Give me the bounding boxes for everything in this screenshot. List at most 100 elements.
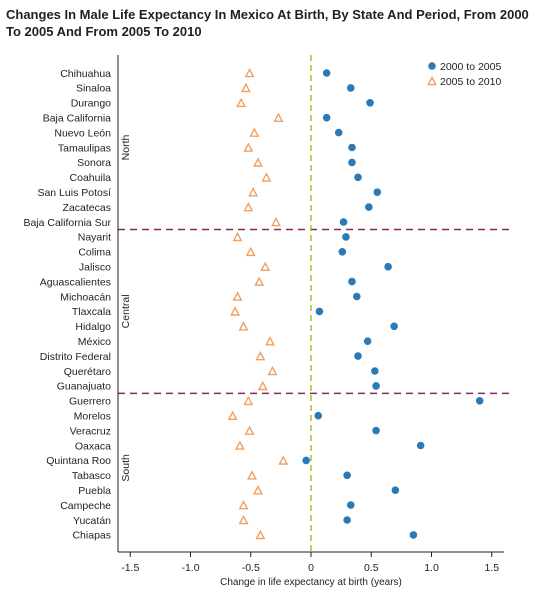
state-label: Yucatán	[73, 515, 111, 527]
legend-label-2005-2010: 2005 to 2010	[440, 76, 501, 88]
point-2000-2005	[366, 99, 374, 107]
point-2000-2005	[315, 307, 324, 316]
region-dividers	[118, 228, 512, 395]
point-2005-2010	[232, 291, 243, 301]
state-label: Michoacán	[60, 291, 111, 303]
point-2000-2005	[372, 426, 380, 435]
state-label: México	[78, 336, 111, 348]
point-2000-2005	[348, 143, 356, 152]
point-2005-2010	[234, 440, 245, 450]
state-label: Baja California	[43, 113, 111, 125]
point-2005-2010	[249, 127, 260, 137]
x-tick-label: -1.5	[121, 562, 139, 574]
state-label: Baja California Sur	[23, 217, 111, 229]
point-2005-2010	[232, 231, 243, 242]
state-label: Tlaxcala	[72, 306, 111, 318]
point-2000-2005	[352, 292, 361, 301]
state-label: Chihuahua	[60, 68, 111, 80]
point-2000-2005	[390, 322, 398, 331]
point-2000-2005	[416, 441, 425, 450]
point-2005-2010	[273, 112, 284, 123]
point-2005-2010	[254, 276, 265, 286]
state-label: Morelos	[74, 411, 111, 423]
point-2000-2005	[363, 337, 372, 346]
point-2005-2010	[238, 321, 249, 331]
point-2005-2010	[244, 425, 255, 435]
point-2000-2005	[409, 531, 418, 539]
state-label: Guerrero	[69, 396, 111, 408]
x-axis-label: Change in life expectancy at birth (year…	[220, 577, 402, 588]
point-2000-2005	[334, 128, 343, 137]
state-label: Campeche	[60, 500, 111, 512]
point-2000-2005	[322, 69, 331, 77]
point-2005-2010	[271, 216, 282, 227]
point-2005-2010	[244, 67, 255, 78]
point-2005-2010	[248, 187, 259, 197]
point-2000-2005	[348, 158, 356, 167]
point-2000-2005	[354, 352, 362, 360]
point-2005-2010	[243, 395, 254, 406]
state-label: Zacatecas	[63, 202, 111, 214]
point-2005-2010	[245, 246, 256, 257]
chart-title: Changes In Male Life Expectancy In Mexic…	[6, 7, 529, 39]
state-label: Veracruz	[70, 425, 111, 437]
point-2005-2010	[267, 365, 278, 376]
point-2005-2010	[243, 202, 254, 212]
point-2005-2010	[261, 172, 272, 182]
state-label: Puebla	[78, 485, 111, 497]
point-2005-2010	[238, 500, 249, 510]
state-label: Hidalgo	[75, 321, 111, 333]
point-2005-2010	[238, 514, 249, 525]
point-2000-2005	[339, 218, 348, 226]
point-2005-2010	[240, 82, 251, 93]
point-2000-2005	[348, 277, 356, 286]
point-2005-2010	[260, 261, 271, 271]
state-label: Jalisco	[79, 262, 111, 274]
state-label: San Luis Potosí	[37, 187, 111, 199]
point-2000-2005	[384, 262, 392, 271]
point-2000-2005	[314, 411, 323, 420]
point-2005-2010	[255, 529, 266, 540]
data-points	[227, 67, 484, 540]
region-label: Central	[120, 294, 132, 328]
point-2000-2005	[391, 486, 400, 495]
point-2005-2010	[255, 351, 266, 361]
state-label: Coahuila	[70, 172, 112, 184]
point-2000-2005	[373, 188, 382, 196]
point-2000-2005	[365, 203, 373, 211]
region-label: North	[120, 135, 132, 161]
point-2005-2010	[265, 336, 275, 346]
point-2005-2010	[278, 455, 289, 465]
point-2000-2005	[302, 456, 310, 465]
state-label: Colima	[78, 247, 111, 259]
point-2000-2005	[342, 233, 350, 241]
state-label: Quintana Roo	[46, 455, 111, 467]
point-2000-2005	[346, 501, 355, 509]
state-label: Oaxaca	[75, 440, 111, 452]
x-tick-label: 1.5	[484, 562, 499, 574]
point-2000-2005	[343, 471, 351, 480]
point-2005-2010	[227, 410, 238, 420]
point-2005-2010	[236, 97, 247, 108]
state-label: Nayarit	[78, 232, 111, 244]
state-label: Querétaro	[64, 366, 111, 378]
point-2005-2010	[246, 470, 257, 480]
x-tick-label: 0.5	[364, 562, 379, 574]
state-label: Durango	[71, 98, 111, 110]
state-label: Tamaulipas	[58, 142, 111, 154]
point-2000-2005	[371, 367, 379, 375]
point-2000-2005	[343, 516, 351, 524]
state-label: Guanajuato	[57, 381, 111, 393]
x-tick-label: 0	[308, 562, 314, 574]
legend-marker-2000-2005	[428, 62, 436, 70]
x-tick-label: 1.0	[424, 562, 439, 574]
point-2000-2005	[322, 113, 331, 122]
state-label: Aguascalientes	[40, 276, 111, 288]
state-label: Tabasco	[72, 470, 111, 482]
point-2005-2010	[243, 142, 254, 152]
point-2000-2005	[338, 248, 347, 256]
point-2000-2005	[346, 84, 355, 92]
state-labels: Chihuahua Sinaloa Durango Baja California Nu…	[23, 68, 132, 542]
point-2005-2010	[230, 306, 241, 316]
